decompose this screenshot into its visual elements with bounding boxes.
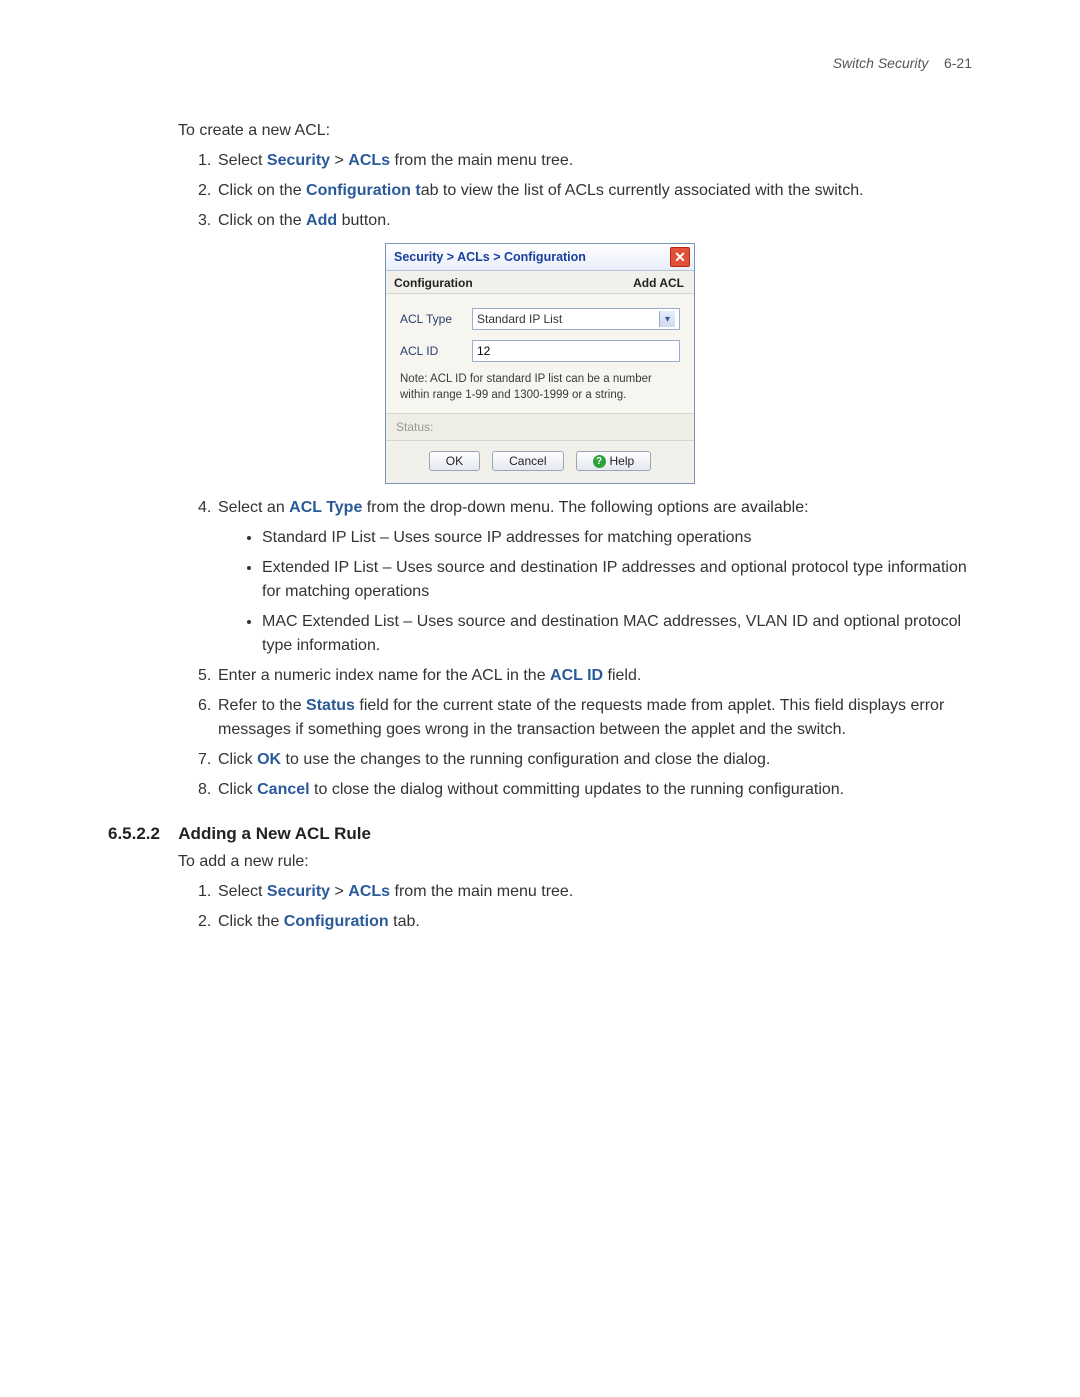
s2-step-1: 1.Select Security > ACLs from the main m…	[218, 880, 972, 904]
section-number: 6.5.2.2	[108, 824, 160, 843]
header-title: Switch Security	[833, 55, 929, 71]
steps-list-1b: 4.Select an ACL Type from the drop-down …	[198, 496, 972, 802]
acl-id-label: ACL ID	[400, 344, 472, 358]
s2-step-2: 2.Click the Configuration tab.	[218, 910, 972, 934]
acl-id-row: ACL ID	[400, 340, 680, 362]
acl-type-options: Standard IP List – Uses source IP addres…	[262, 526, 972, 658]
ok-button[interactable]: OK	[429, 451, 480, 471]
acl-type-select[interactable]: Standard IP List ▾	[472, 308, 680, 330]
chevron-down-icon: ▾	[659, 311, 675, 327]
step-2: 2.Click on the Configuration tab to view…	[218, 179, 972, 203]
acl-type-label: ACL Type	[400, 312, 472, 326]
add-acl-dialog: Security > ACLs > Configuration ✕ Config…	[385, 243, 695, 484]
option-mac-extended: MAC Extended List – Uses source and dest…	[262, 610, 972, 658]
step-5: 5.Enter a numeric index name for the ACL…	[218, 664, 972, 688]
help-button[interactable]: ? Help	[576, 451, 652, 471]
dialog-breadcrumb: Security > ACLs > Configuration	[394, 250, 586, 264]
dialog-buttons: OK Cancel ? Help	[386, 440, 694, 483]
dialog-subheader: Configuration Add ACL	[386, 271, 694, 294]
close-icon[interactable]: ✕	[670, 247, 690, 267]
help-icon: ?	[593, 455, 606, 468]
cancel-button[interactable]: Cancel	[492, 451, 563, 471]
dialog-subhead-left: Configuration	[394, 276, 473, 290]
acl-id-input[interactable]	[472, 340, 680, 362]
document-page: Switch Security 6-21 To create a new ACL…	[0, 0, 1080, 1000]
intro-text-2: To add a new rule:	[178, 850, 972, 874]
dialog-form: ACL Type Standard IP List ▾ ACL ID Note:…	[386, 294, 694, 413]
dialog-screenshot: Security > ACLs > Configuration ✕ Config…	[108, 243, 972, 484]
option-standard: Standard IP List – Uses source IP addres…	[262, 526, 972, 550]
dialog-note: Note: ACL ID for standard IP list can be…	[400, 372, 680, 403]
dialog-subhead-right: Add ACL	[633, 276, 684, 290]
acl-type-value: Standard IP List	[477, 312, 562, 326]
step-3: 3.Click on the Add button.	[218, 209, 972, 233]
section-title: Adding a New ACL Rule	[178, 824, 371, 843]
acl-type-row: ACL Type Standard IP List ▾	[400, 308, 680, 330]
intro-text: To create a new ACL:	[178, 119, 972, 143]
step-8: 8.Click Cancel to close the dialog witho…	[218, 778, 972, 802]
status-row: Status:	[386, 413, 694, 440]
dialog-titlebar: Security > ACLs > Configuration ✕	[386, 244, 694, 271]
steps-list-1: 1.Select Security > ACLs from the main m…	[198, 149, 972, 233]
step-6: 6.Refer to the Status field for the curr…	[218, 694, 972, 742]
section-heading-6522: 6.5.2.2 Adding a New ACL Rule	[108, 824, 972, 844]
option-extended: Extended IP List – Uses source and desti…	[262, 556, 972, 604]
steps-list-2: 1.Select Security > ACLs from the main m…	[198, 880, 972, 934]
step-1: 1.Select Security > ACLs from the main m…	[218, 149, 972, 173]
step-7: 7.Click OK to use the changes to the run…	[218, 748, 972, 772]
header-pagenum: 6-21	[944, 55, 972, 71]
step-4: 4.Select an ACL Type from the drop-down …	[218, 496, 972, 658]
page-header: Switch Security 6-21	[108, 55, 972, 71]
